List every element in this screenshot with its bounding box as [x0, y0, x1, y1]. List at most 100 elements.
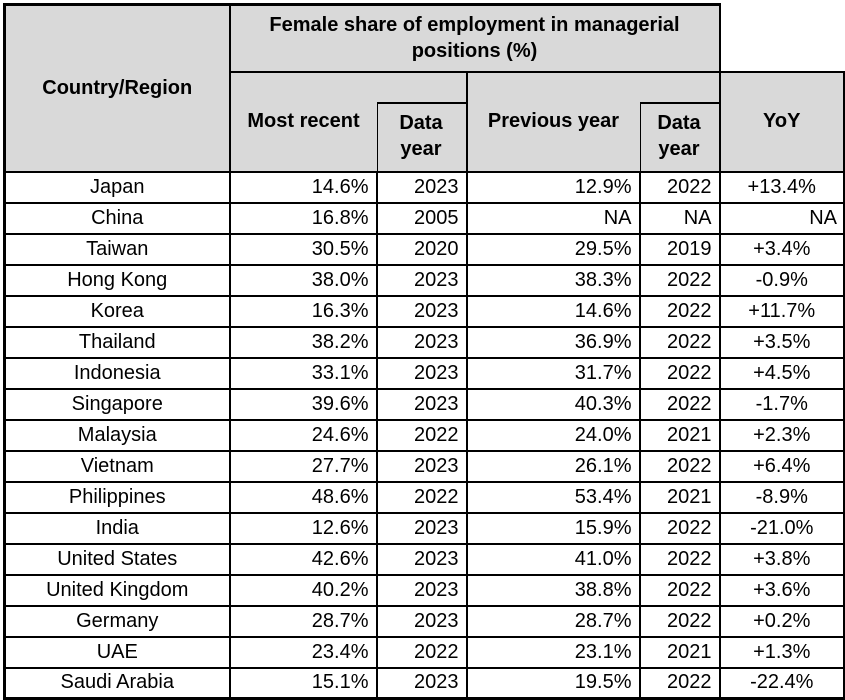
- cell-yoy: +3.4%: [718, 232, 845, 266]
- table-row: Thailand 38.2% 2023 36.9% 2022 +3.5%: [3, 325, 845, 359]
- cell-country: Singapore: [3, 387, 231, 421]
- cell-data-year-1: 2023: [375, 325, 468, 359]
- cell-previous-year: 14.6%: [465, 294, 641, 328]
- cell-data-year-2: 2022: [638, 325, 721, 359]
- table-row: Germany 28.7% 2023 28.7% 2022 +0.2%: [3, 604, 845, 638]
- cell-yoy: -1.7%: [718, 387, 845, 421]
- table-row: Taiwan 30.5% 2020 29.5% 2019 +3.4%: [3, 232, 845, 266]
- cell-data-year-2: 2022: [638, 170, 721, 204]
- cell-country: China: [3, 201, 231, 235]
- column-header-data-year-1: Data year: [376, 70, 468, 173]
- cell-data-year-2: NA: [638, 201, 721, 235]
- cell-country: Malaysia: [3, 418, 231, 452]
- cell-country: Japan: [3, 170, 231, 204]
- cell-most-recent: 16.8%: [228, 201, 378, 235]
- cell-data-year-1: 2020: [375, 232, 468, 266]
- table-body: Japan 14.6% 2023 12.9% 2022 +13.4% China 16.8% 2…: [3, 170, 845, 700]
- cell-previous-year: 31.7%: [465, 356, 641, 390]
- cell-most-recent: 24.6%: [228, 418, 378, 452]
- cell-country: United Kingdom: [3, 573, 231, 607]
- cell-previous-year: NA: [465, 201, 641, 235]
- table-row: Saudi Arabia 15.1% 2023 19.5% 2022 -22.4%: [3, 666, 845, 700]
- cell-most-recent: 27.7%: [228, 449, 378, 483]
- cell-data-year-2: 2022: [638, 573, 721, 607]
- cell-country: Philippines: [3, 480, 231, 514]
- column-header-country-region: Country/Region: [3, 3, 231, 173]
- cell-previous-year: 12.9%: [465, 170, 641, 204]
- cell-most-recent: 38.0%: [228, 263, 378, 297]
- cell-yoy: +1.3%: [718, 635, 845, 669]
- table-row: United Kingdom 40.2% 2023 38.8% 2022 +3.6%: [3, 573, 845, 607]
- cell-data-year-1: 2023: [375, 294, 468, 328]
- cell-yoy: +6.4%: [718, 449, 845, 483]
- cell-data-year-2: 2021: [638, 418, 721, 452]
- cell-data-year-2: 2022: [638, 449, 721, 483]
- cell-data-year-2: 2021: [638, 635, 721, 669]
- column-header-yoy: YoY: [718, 70, 845, 173]
- table-row: Singapore 39.6% 2023 40.3% 2022 -1.7%: [3, 387, 845, 421]
- cell-previous-year: 24.0%: [465, 418, 641, 452]
- cell-previous-year: 28.7%: [465, 604, 641, 638]
- column-header-data-year-2: Data year: [639, 70, 721, 173]
- header-row-top: Country/Region Female share of employmen…: [3, 3, 845, 173]
- cell-data-year-1: 2005: [375, 201, 468, 235]
- table-header: Country/Region Female share of employmen…: [3, 3, 845, 173]
- cell-yoy: +11.7%: [718, 294, 845, 328]
- cell-yoy: NA: [718, 201, 845, 235]
- cell-previous-year: 38.8%: [465, 573, 641, 607]
- cell-previous-year: 53.4%: [465, 480, 641, 514]
- cell-data-year-1: 2022: [375, 480, 468, 514]
- cell-most-recent: 39.6%: [228, 387, 378, 421]
- cell-data-year-2: 2019: [638, 232, 721, 266]
- cell-yoy: -21.0%: [718, 511, 845, 545]
- cell-most-recent: 12.6%: [228, 511, 378, 545]
- cell-most-recent: 40.2%: [228, 573, 378, 607]
- cell-data-year-1: 2023: [375, 542, 468, 576]
- cell-most-recent: 33.1%: [228, 356, 378, 390]
- cell-previous-year: 15.9%: [465, 511, 641, 545]
- cell-data-year-2: 2021: [638, 480, 721, 514]
- table-row: Malaysia 24.6% 2022 24.0% 2021 +2.3%: [3, 418, 845, 452]
- cell-most-recent: 16.3%: [228, 294, 378, 328]
- table-row: Indonesia 33.1% 2023 31.7% 2022 +4.5%: [3, 356, 845, 390]
- cell-data-year-2: 2022: [638, 294, 721, 328]
- cell-previous-year: 23.1%: [465, 635, 641, 669]
- cell-data-year-2: 2022: [638, 542, 721, 576]
- cell-yoy: -8.9%: [718, 480, 845, 514]
- cell-data-year-1: 2023: [375, 573, 468, 607]
- cell-previous-year: 41.0%: [465, 542, 641, 576]
- cell-data-year-2: 2022: [638, 263, 721, 297]
- cell-most-recent: 38.2%: [228, 325, 378, 359]
- cell-country: United States: [3, 542, 231, 576]
- table-row: Japan 14.6% 2023 12.9% 2022 +13.4%: [3, 170, 845, 204]
- cell-country: Taiwan: [3, 232, 231, 266]
- column-header-previous-year: Previous year: [465, 70, 640, 173]
- cell-country: Saudi Arabia: [3, 666, 231, 700]
- cell-country: Hong Kong: [3, 263, 231, 297]
- cell-previous-year: 38.3%: [465, 263, 641, 297]
- cell-country: Thailand: [3, 325, 231, 359]
- cell-most-recent: 42.6%: [228, 542, 378, 576]
- cell-previous-year: 19.5%: [465, 666, 641, 700]
- cell-previous-year: 26.1%: [465, 449, 641, 483]
- cell-data-year-2: 2022: [638, 356, 721, 390]
- cell-data-year-2: 2022: [638, 387, 721, 421]
- female-managerial-share-table: Country/Region Female share of employmen…: [3, 3, 845, 700]
- cell-data-year-1: 2023: [375, 666, 468, 700]
- cell-data-year-1: 2022: [375, 635, 468, 669]
- cell-most-recent: 30.5%: [228, 232, 378, 266]
- cell-country: Indonesia: [3, 356, 231, 390]
- table-row: UAE 23.4% 2022 23.1% 2021 +1.3%: [3, 635, 845, 669]
- cell-yoy: +2.3%: [718, 418, 845, 452]
- cell-yoy: +13.4%: [718, 170, 845, 204]
- cell-data-year-1: 2022: [375, 418, 468, 452]
- cell-data-year-2: 2022: [638, 511, 721, 545]
- cell-data-year-1: 2023: [375, 449, 468, 483]
- table-row: China 16.8% 2005 NA NA NA: [3, 201, 845, 235]
- cell-country: Vietnam: [3, 449, 231, 483]
- cell-data-year-1: 2023: [375, 387, 468, 421]
- cell-most-recent: 48.6%: [228, 480, 378, 514]
- cell-yoy: +3.5%: [718, 325, 845, 359]
- cell-data-year-1: 2023: [375, 604, 468, 638]
